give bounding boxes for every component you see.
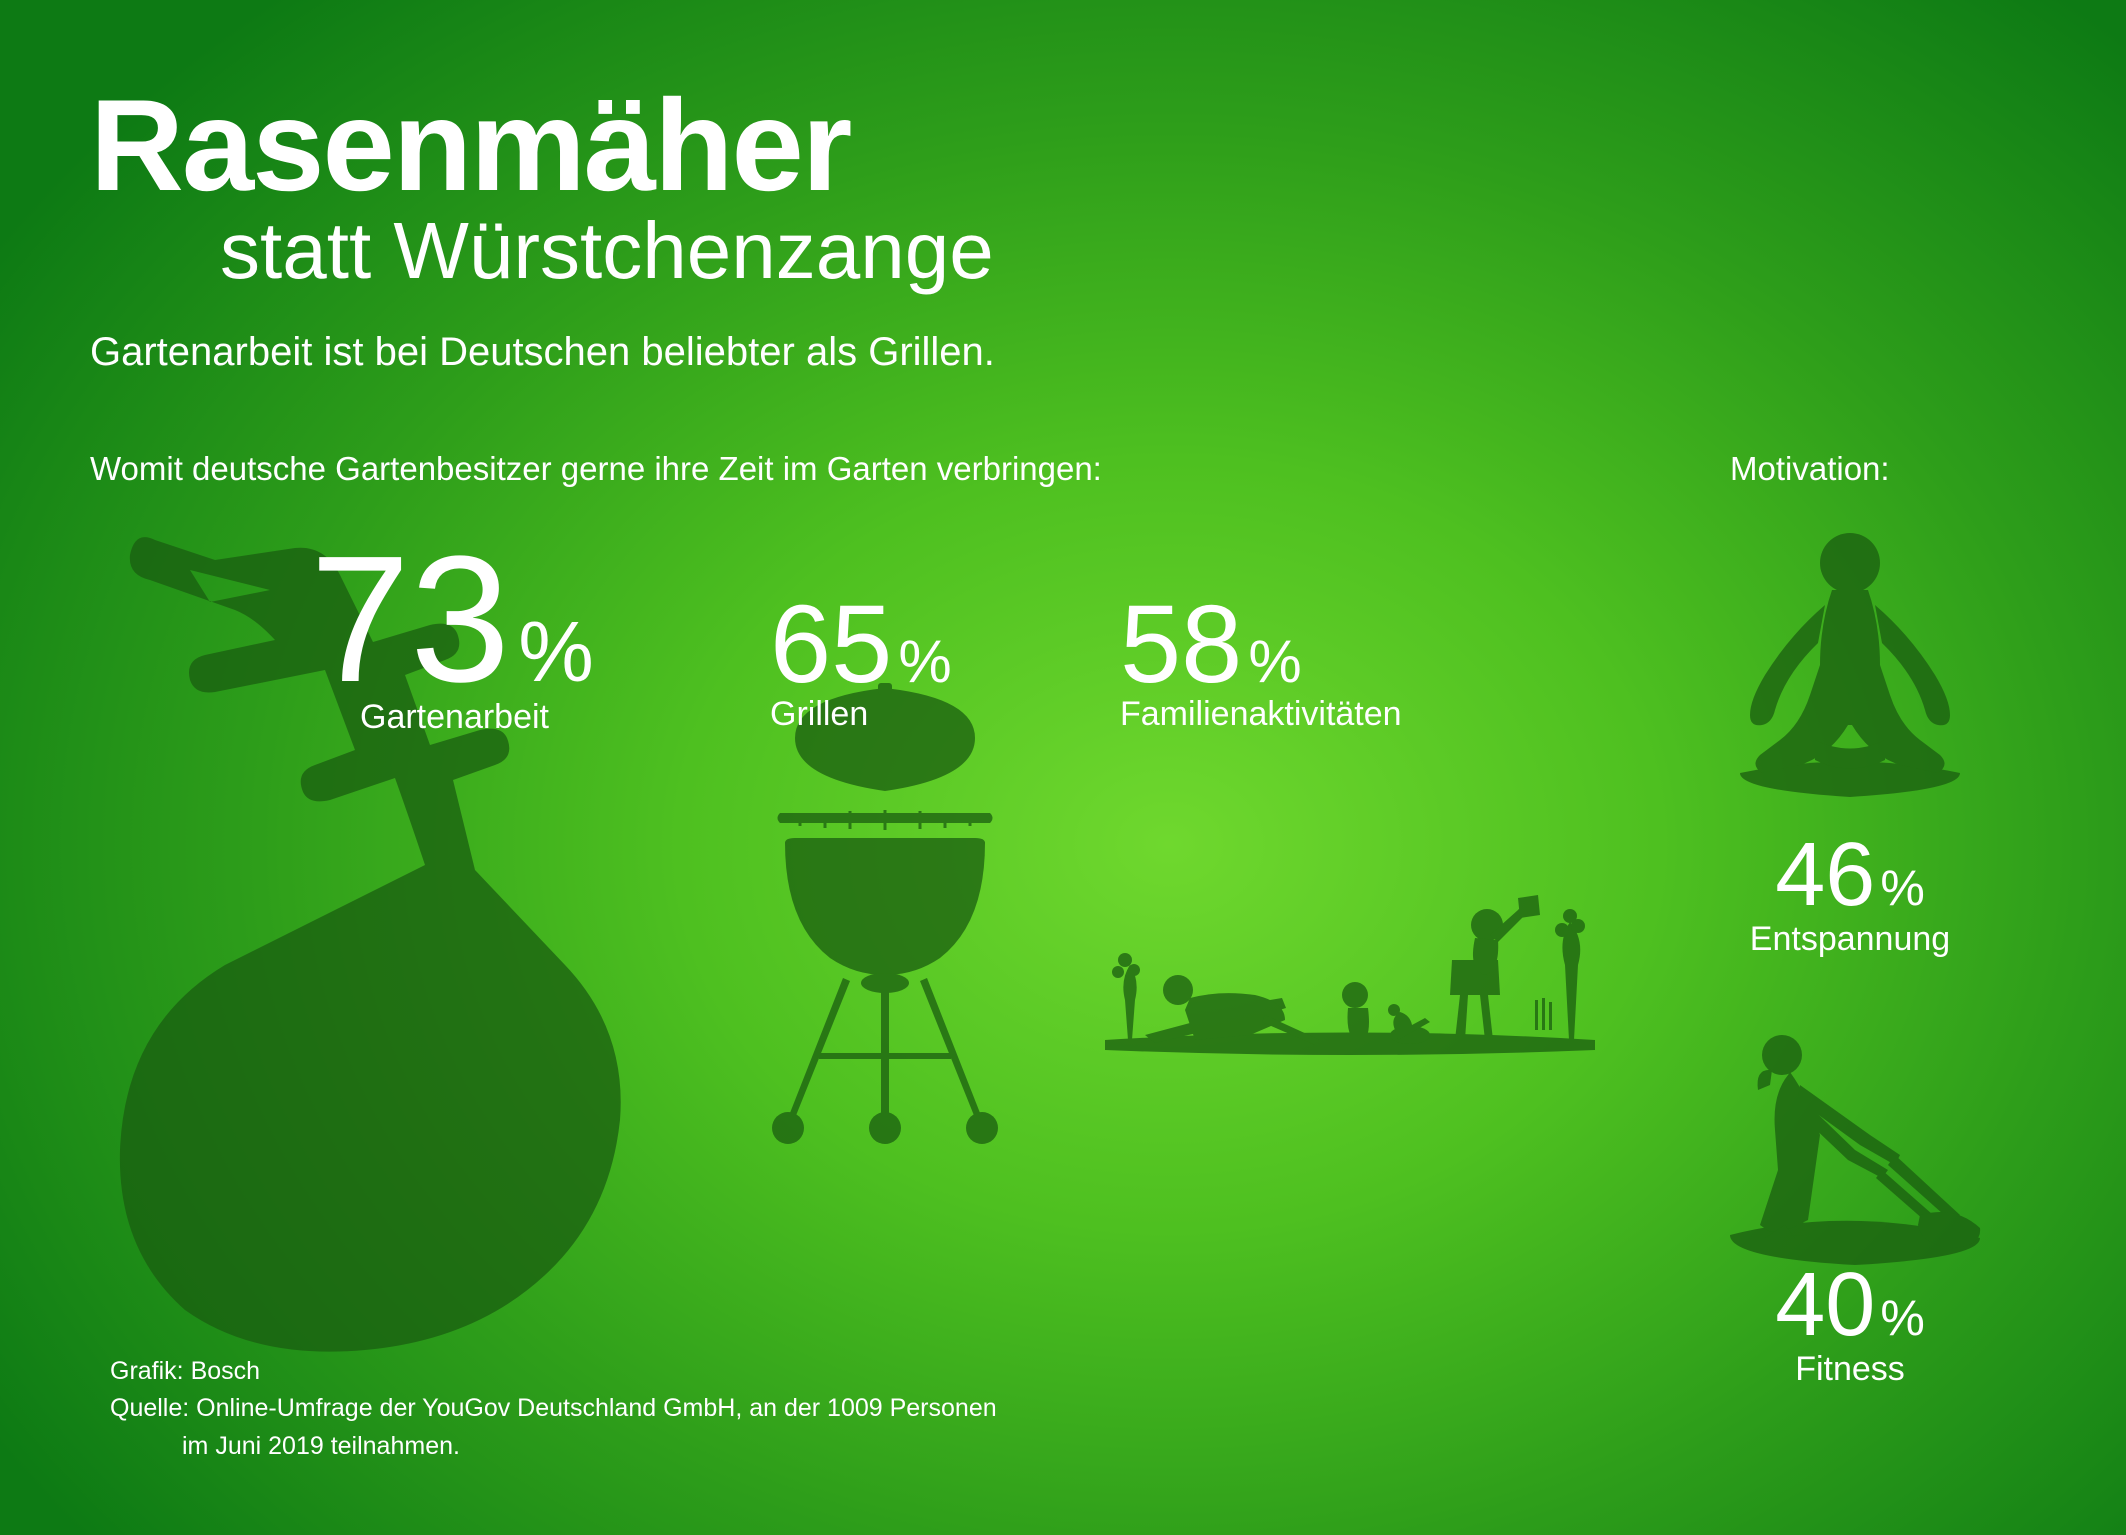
entspannung-value: 46 <box>1775 830 1875 920</box>
title-main: Rasenmäher <box>90 70 994 220</box>
gartenarbeit-label: Gartenarbeit <box>360 698 594 737</box>
pct-sign: % <box>898 632 951 692</box>
credits-quelle2: im Juni 2019 teilnahmen. <box>182 1428 997 1466</box>
stat-familien: 58 % Familienaktivitäten <box>1120 590 1402 734</box>
credits-grafik: Grafik: Bosch <box>110 1353 997 1391</box>
title-sub: statt Würstchenzange <box>220 205 994 297</box>
pct-sign: % <box>1248 632 1301 692</box>
fitness-label: Fitness <box>1720 1350 1980 1389</box>
pct-sign: % <box>1880 863 1924 913</box>
question-text: Womit deutsche Gartenbesitzer gerne ihre… <box>90 450 1102 488</box>
entspannung-label: Entspannung <box>1720 920 1980 959</box>
credits-quelle1: Quelle: Online-Umfrage der YouGov Deutsc… <box>110 1390 997 1428</box>
family-garden-icon <box>1090 840 1610 1060</box>
grill-icon <box>740 683 1030 1153</box>
meditation-icon <box>1720 515 1980 805</box>
grillen-label: Grillen <box>770 695 952 734</box>
pct-sign: % <box>1880 1293 1924 1343</box>
credits: Grafik: Bosch Quelle: Online-Umfrage der… <box>110 1353 997 1466</box>
motivation-label: Motivation: <box>1730 450 1890 488</box>
stat-grillen: 65 % Grillen <box>770 590 952 734</box>
grillen-value: 65 <box>770 590 892 700</box>
person-mowing-icon <box>1700 1020 2000 1270</box>
fitness-value: 40 <box>1775 1260 1875 1350</box>
familien-value: 58 <box>1120 590 1242 700</box>
gartenarbeit-value: 73 <box>310 530 510 710</box>
pct-sign: % <box>518 610 594 695</box>
familien-label: Familienaktivitäten <box>1120 695 1402 734</box>
stat-entspannung: 46 % Entspannung <box>1720 830 1980 959</box>
stat-fitness: 40 % Fitness <box>1720 1260 1980 1389</box>
stat-gartenarbeit: 73 % Gartenarbeit <box>310 530 594 737</box>
subtitle: Gartenarbeit ist bei Deutschen beliebter… <box>90 330 995 375</box>
